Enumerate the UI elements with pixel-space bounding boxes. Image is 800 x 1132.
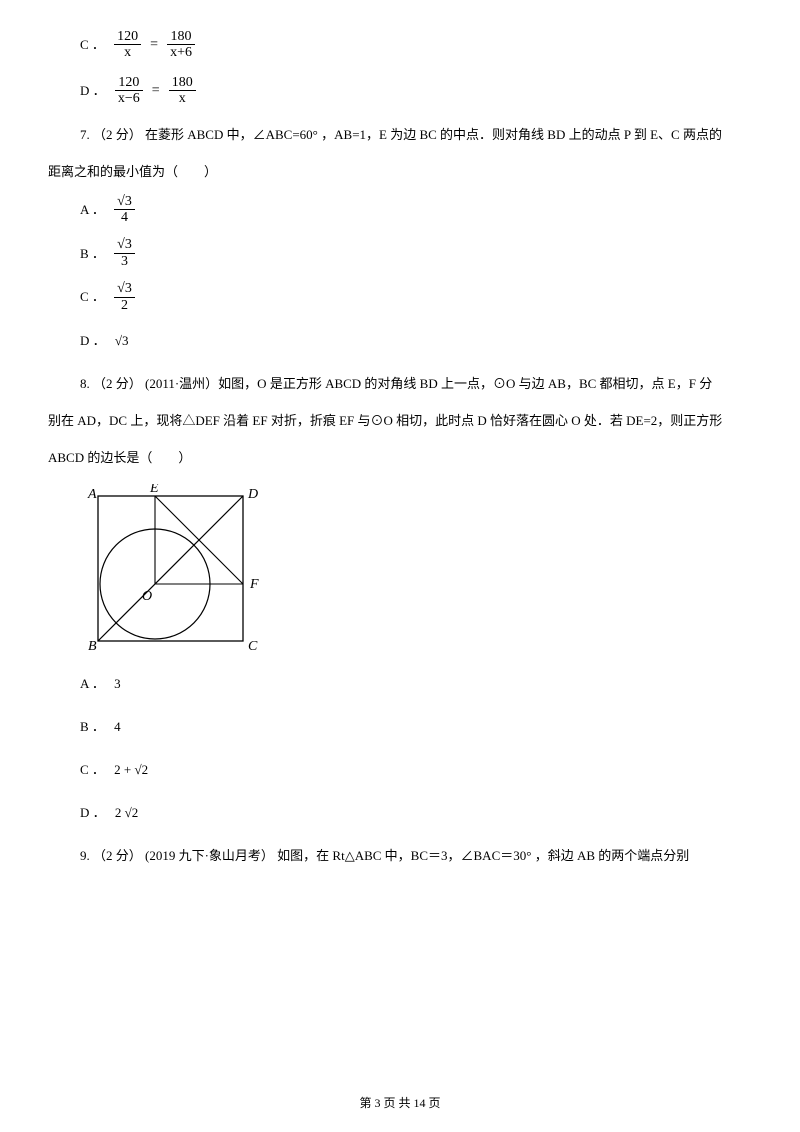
q7-text-line1: 7. （2 分） 在菱形 ABCD 中，∠ABC=60° ，AB=1，E 为边 … [48,119,752,150]
page-footer: 第 3 页 共 14 页 [0,1089,800,1118]
q6-d-frac1: 120 x−6 [115,75,143,107]
q7-c-label: C ． [80,281,108,312]
q8-text-line2: 别在 AD，DC 上，现将△DEF 沿着 EF 对折，折痕 EF 与⊙O 相切，… [48,405,752,436]
q6-option-d: D ． 120 x−6 = 180 x [48,74,752,108]
q8-b-val: 4 [114,711,121,742]
q8-b-label: B ． [80,711,108,742]
q9-text-line1: 9. （2 分） (2019 九下·象山月考） 如图，在 Rt△ABC 中，BC… [48,840,752,871]
q6-option-c: C ． 120 x = 180 x+6 [48,28,752,62]
label-o: O [142,589,152,604]
q6-c-frac1: 120 x [114,29,141,61]
q7-option-b: B ． √3 3 [48,237,752,269]
q6-d-label: D ． [80,75,109,106]
q7-b-frac: √3 3 [114,237,135,269]
q8-a-val: 3 [114,668,121,699]
label-a: A [87,487,97,502]
q8-option-a: A ． 3 [48,668,752,699]
q6-c-frac2: 180 x+6 [167,29,195,61]
q8-text-line3: ABCD 的边长是（ ） [48,442,752,473]
q8-option-d: D ． 2 √2 [48,797,752,828]
q7-d-label: D ． [80,325,109,356]
q8-figure-svg: A D B C E F O [80,484,275,654]
q6-d-eq: = [149,74,163,108]
q7-a-label: A ． [80,194,108,225]
q7-text-line2: 距离之和的最小值为（ ） [48,156,752,187]
q7-option-a: A ． √3 4 [48,194,752,226]
q8-option-c: C ． 2 + √2 [48,754,752,785]
q8-a-label: A ． [80,668,108,699]
label-d: D [247,487,258,502]
q7-b-label: B ． [80,238,108,269]
label-b: B [88,639,97,654]
q6-c-label: C ． [80,29,108,60]
q7-d-val: √3 [115,325,129,356]
q8-d-val: 2 √2 [115,797,138,828]
q7-a-frac: √3 4 [114,194,135,226]
label-c: C [248,639,258,654]
diagonal-bd [98,496,243,641]
q6-c-eq: = [147,28,161,62]
q8-c-val: 2 + √2 [114,754,148,785]
q7-option-d: D ． √3 [48,325,752,356]
q8-d-label: D ． [80,797,109,828]
q6-d-frac2: 180 x [169,75,196,107]
q8-text-line1: 8. （2 分） (2011·温州）如图，O 是正方形 ABCD 的对角线 BD… [48,368,752,399]
q8-option-b: B ． 4 [48,711,752,742]
q8-c-label: C ． [80,754,108,785]
q8-figure: A D B C E F O [48,484,752,654]
q7-option-c: C ． √3 2 [48,281,752,313]
q7-c-frac: √3 2 [114,281,135,313]
label-f: F [249,577,259,592]
label-e: E [149,484,159,496]
